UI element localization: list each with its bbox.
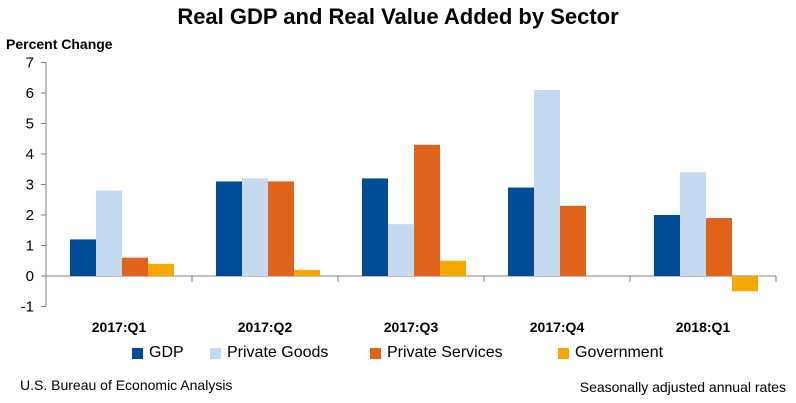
chart-title: Real GDP and Real Value Added by Sector	[177, 4, 619, 29]
legend-swatch	[370, 347, 381, 359]
bar-gdp-2017-q3	[362, 178, 388, 276]
bar-gdp-2018-q1	[654, 215, 680, 276]
bar-gdp-2017-q2	[216, 181, 242, 276]
y-tick-label: 6	[26, 85, 34, 102]
bar-private-services-2018-q1	[706, 218, 732, 276]
x-tick-label: 2017:Q2	[238, 319, 293, 335]
legend-label: Private Goods	[227, 344, 329, 361]
legend-label: Government	[575, 344, 664, 361]
legend-label: Private Services	[387, 344, 503, 361]
bar-private-goods-2017-q2	[242, 178, 268, 276]
legend-item-private-services: Private Services	[370, 344, 558, 362]
y-tick-label: -1	[21, 299, 34, 316]
y-tick-label: 2	[26, 207, 34, 224]
y-tick-label: 4	[26, 146, 34, 163]
legend-swatch	[132, 347, 143, 359]
bar-private-services-2017-q2	[268, 181, 294, 276]
y-tick-label: 5	[26, 116, 34, 133]
x-tick-label: 2018:Q1	[676, 319, 731, 335]
bar-private-services-2017-q3	[414, 144, 440, 276]
bar-government-2017-q1	[148, 263, 174, 276]
x-tick-label: 2017:Q4	[530, 319, 585, 335]
y-axis-label: Percent Change	[6, 36, 113, 52]
bar-government-2018-q1	[732, 276, 758, 292]
y-tick-label: 7	[26, 55, 34, 72]
legend-item-government: Government	[558, 344, 678, 362]
y-tick-label: 3	[26, 177, 34, 194]
bar-chart: -1 0 1 2 3 4 5 6 7 2017:Q1 2017:Q2 2017:Q3 2017:Q4 20…	[21, 55, 777, 335]
legend-item-private-goods: Private Goods	[210, 344, 370, 362]
bar-gdp-2017-q4	[508, 187, 534, 276]
y-tick-label: 0	[26, 268, 34, 285]
rate-note: Seasonally adjusted annual rates	[579, 379, 786, 395]
legend-swatch	[210, 347, 221, 359]
bar-private-goods-2017-q3	[388, 224, 414, 276]
x-tick-label: 2017:Q1	[92, 319, 147, 335]
bar-government-2017-q2	[294, 269, 320, 276]
x-tick-label: 2017:Q3	[384, 319, 439, 335]
bar-gdp-2017-q1	[70, 239, 96, 276]
bar-private-services-2017-q1	[122, 257, 148, 276]
legend-swatch	[558, 347, 569, 359]
bar-private-goods-2017-q4	[534, 89, 560, 276]
y-tick-label: 1	[26, 238, 34, 255]
legend-item-gdp: GDP	[132, 344, 210, 362]
bar-private-goods-2017-q1	[96, 190, 122, 276]
bar-private-goods-2018-q1	[680, 172, 706, 276]
source-note: U.S. Bureau of Economic Analysis	[20, 377, 233, 393]
bar-private-services-2017-q4	[560, 205, 586, 276]
bar-government-2017-q3	[440, 260, 466, 276]
legend: GDP Private Goods Private Services Governme…	[132, 344, 678, 362]
legend-label: GDP	[149, 344, 184, 361]
